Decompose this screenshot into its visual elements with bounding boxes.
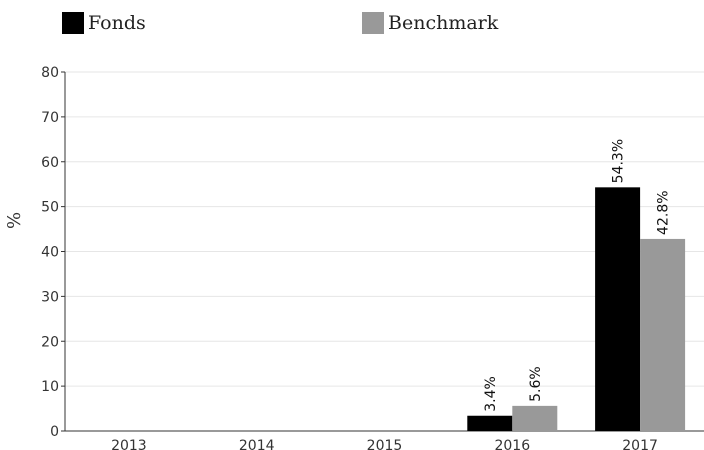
y-tick-label: 60 (41, 155, 59, 171)
bar-benchmark-2017 (640, 238, 686, 431)
y-tick-label: 0 (50, 424, 59, 440)
x-tick-label: 2017 (622, 438, 658, 450)
x-tick-label: 2013 (111, 438, 147, 450)
bar-benchmark-2016 (512, 405, 558, 431)
x-tick-label: 2015 (367, 438, 403, 450)
y-tick-label: 30 (41, 289, 59, 305)
bar-fonds-2017 (595, 187, 641, 431)
y-tick-label: 10 (41, 379, 59, 395)
legend-swatch-benchmark (362, 12, 384, 34)
x-tick-label: 2016 (494, 438, 530, 450)
legend-benchmark: Benchmark (362, 12, 498, 34)
y-tick-label: 20 (41, 334, 59, 350)
y-tick-label: 50 (41, 200, 59, 216)
legend-fonds: Fonds (62, 12, 146, 34)
legend-label-benchmark: Benchmark (388, 12, 499, 34)
data-label: 5.6% (528, 366, 544, 402)
y-tick-label: 40 (41, 245, 59, 261)
legend-label-fonds: Fonds (88, 12, 146, 34)
legend-swatch-fonds (62, 12, 84, 34)
y-tick-label: 80 (41, 65, 59, 81)
bar-fonds-2016 (467, 415, 513, 431)
x-tick-label: 2014 (239, 438, 275, 450)
y-tick-label: 70 (41, 110, 59, 126)
data-label: 3.4% (483, 376, 499, 412)
data-label: 54.3% (611, 139, 627, 183)
data-label: 42.8% (656, 190, 672, 234)
